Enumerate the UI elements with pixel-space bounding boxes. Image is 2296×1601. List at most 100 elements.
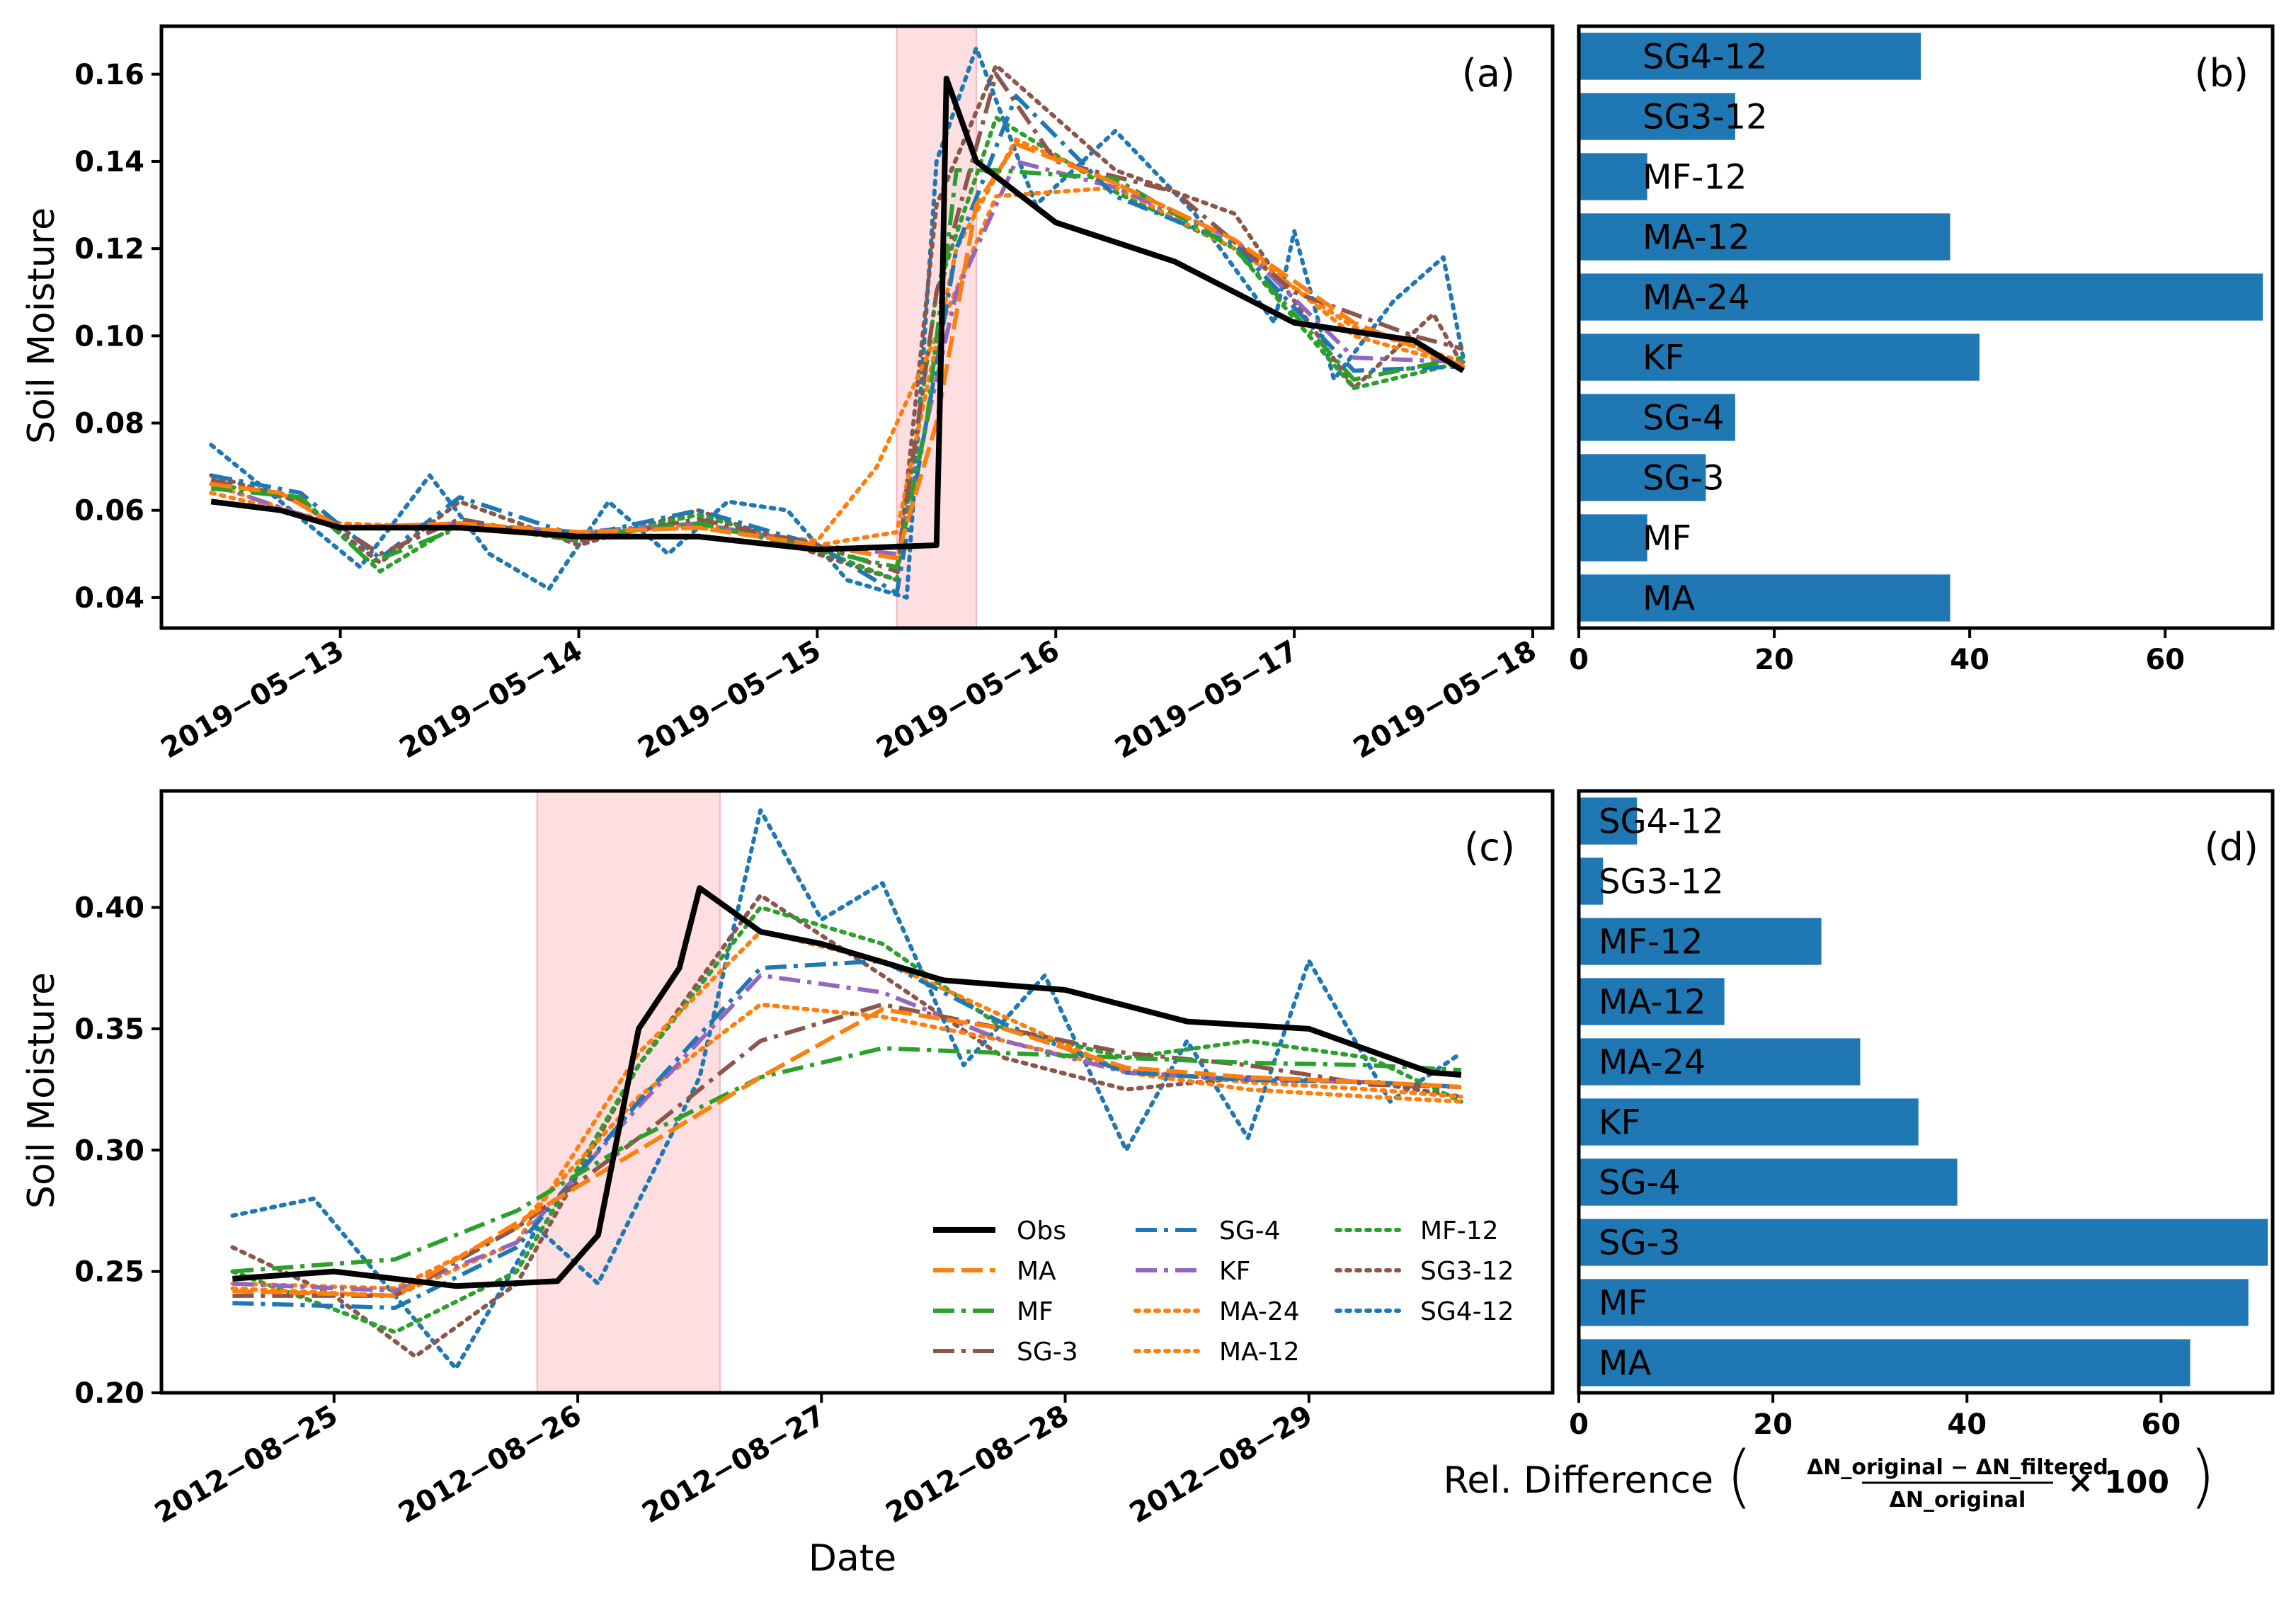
x-tick-label: 2012−08−26 [393,1399,587,1530]
bar-label-sg4-12: SG4-12 [1643,38,1768,77]
series-line-ma [232,1007,1462,1298]
legend-label-sg-4: SG-4 [1219,1217,1281,1246]
legend-label-mf-12: MF-12 [1420,1217,1499,1246]
panel-b-bar-chart: SG4-12 SG3-12 MF-12 MA-12 MA-24 KF SG-4 SG-3 MF M… [1569,24,2275,676]
bar-ma-24 [1579,273,2263,321]
x-tick-label: 2019−05−15 [632,634,826,765]
legend-label-kf: KF [1219,1257,1250,1286]
series-line-sg3-12 [209,63,1466,583]
series-line-obs [210,75,1465,553]
series-line-ma-24 [230,1002,1463,1291]
legend-label-ma: MA [1017,1257,1056,1286]
bar-sg-3 [1579,454,1706,501]
y-tick-label: 0.30 [74,1134,144,1167]
panel-a-line-chart: 0.04 0.06 0.08 0.10 0.12 0.14 0.16 2019−05−13 20… [21,24,1555,765]
x-axis-label-c: Date [809,1537,896,1580]
bar-label-ma-24: MA-24 [1599,1043,1706,1083]
bar-label-ma: MA [1643,579,1695,619]
bar-label-sg4-12: SG4-12 [1599,802,1724,842]
series-line-mf [232,1046,1462,1274]
x-axis-label-d-rparen: ) [2189,1437,2215,1516]
x-tick-label: 0 [1569,644,1589,676]
legend-label-sg4-12: SG4-12 [1420,1297,1514,1326]
legend-label-sg3-12: SG3-12 [1420,1257,1514,1286]
plot-frame [159,24,1555,630]
x-tick-label: 2019−05−16 [871,634,1065,765]
x-tick-label: 0 [1569,1408,1589,1441]
bar-sg-4 [1579,1158,1958,1206]
bar-label-mf-12: MF-12 [1643,158,1747,198]
panel-d-bar-chart: SG4-12 SG3-12 MF-12 MA-12 MA-24 KF SG-4 SG-3 MF M… [1444,789,2275,1516]
bar-mf-12 [1579,918,1822,965]
series-line-mf-12 [230,905,1463,1335]
x-tick-label: 2012−08−27 [636,1399,830,1530]
bar-kf [1579,334,1980,381]
bar-mf-12 [1579,153,1647,200]
bar-label-sg-4: SG-4 [1643,399,1725,438]
y-tick-label: 0.06 [74,495,144,528]
y-axis-label-a: Soil Moisture [21,207,63,444]
legend-label-mf: MF [1017,1297,1053,1326]
series-line-obs [232,885,1462,1289]
bar-sg4-12 [1579,797,1638,845]
bar-sg-3 [1579,1219,2268,1266]
y-tick-label: 0.08 [74,408,144,440]
bar-ma-24 [1579,1038,1861,1086]
x-tick-label: 40 [1947,1408,1987,1441]
series-line-sg-3 [232,1002,1461,1298]
x-tick-label: 2019−05−18 [1348,634,1542,765]
series-line-sg-3 [210,72,1464,574]
x-tick-label: 2012−08−25 [149,1399,343,1530]
x-tick-label: 20 [1753,1408,1793,1441]
series-line-sg-4 [232,958,1462,1310]
y-tick-label: 0.12 [74,233,144,266]
bar-label-kf: KF [1643,338,1684,378]
series-line-ma [210,142,1464,561]
bar-label-mf-12: MF-12 [1599,923,1703,962]
x-tick-label: 2012−08−29 [1124,1399,1318,1530]
x-axis-label-d-factor: × 100 [2067,1464,2169,1500]
legend: Obs MA MF SG-3 SG-4 KF MA-24 MA-12 MF-12 SG3-12 SG… [933,1217,1514,1367]
bar-sg4-12 [1579,33,1921,80]
series-line-sg4-12 [209,45,1466,600]
y-tick-label: 0.14 [74,146,144,178]
bar-label-sg-4: SG-4 [1599,1163,1681,1203]
legend-label-ma-24: MA-24 [1219,1297,1300,1326]
x-tick-label: 2019−05−14 [394,634,588,765]
x-tick-label: 2019−05−13 [156,634,350,765]
bar-label-mf: MF [1643,519,1691,559]
legend-label-ma-12: MA-12 [1219,1338,1300,1367]
bar-label-sg-3: SG-3 [1643,459,1725,498]
x-axis-label-d-text: Rel. Difference [1444,1459,1713,1502]
y-tick-label: 0.40 [74,892,144,925]
series-line-mf [210,168,1464,569]
x-axis-label-d-denominator: ΔN_original [1890,1488,2026,1512]
x-axis-label-d: Rel. Difference ( ΔN_original − ΔN_filte… [1444,1437,2216,1516]
bar-mf [1579,514,1647,562]
bar-sg3-12 [1579,93,1735,140]
bar-label-kf: KF [1599,1103,1640,1143]
bar-label-ma: MA [1599,1344,1651,1384]
bar-mf [1579,1279,2249,1326]
x-tick-label: 40 [1950,644,1989,676]
series-line-ma-12 [209,137,1466,547]
plot-frame [159,789,1555,1395]
y-tick-label: 0.16 [74,59,144,91]
bar-label-ma-24: MA-24 [1643,278,1750,318]
y-tick-label: 0.10 [74,320,144,353]
legend-label-sg-3: SG-3 [1017,1338,1078,1367]
legend-label-obs: Obs [1017,1217,1066,1246]
bar-label-ma-12: MA-12 [1599,983,1706,1022]
x-axis-label-d-numerator: ΔN_original − ΔN_filtered [1807,1455,2108,1480]
panel-label-d: (d) [2205,825,2258,870]
x-tick-label: 2012−08−28 [881,1399,1075,1530]
bar-ma [1579,574,1951,622]
y-tick-label: 0.04 [74,582,144,615]
panel-label-c: (c) [1464,825,1515,870]
series-line-sg-4 [210,93,1463,596]
series-line-ma-24 [209,185,1466,543]
bar-label-sg3-12: SG3-12 [1643,98,1768,137]
plot-frame [1577,24,2275,630]
x-tick-label: 20 [1754,644,1794,676]
